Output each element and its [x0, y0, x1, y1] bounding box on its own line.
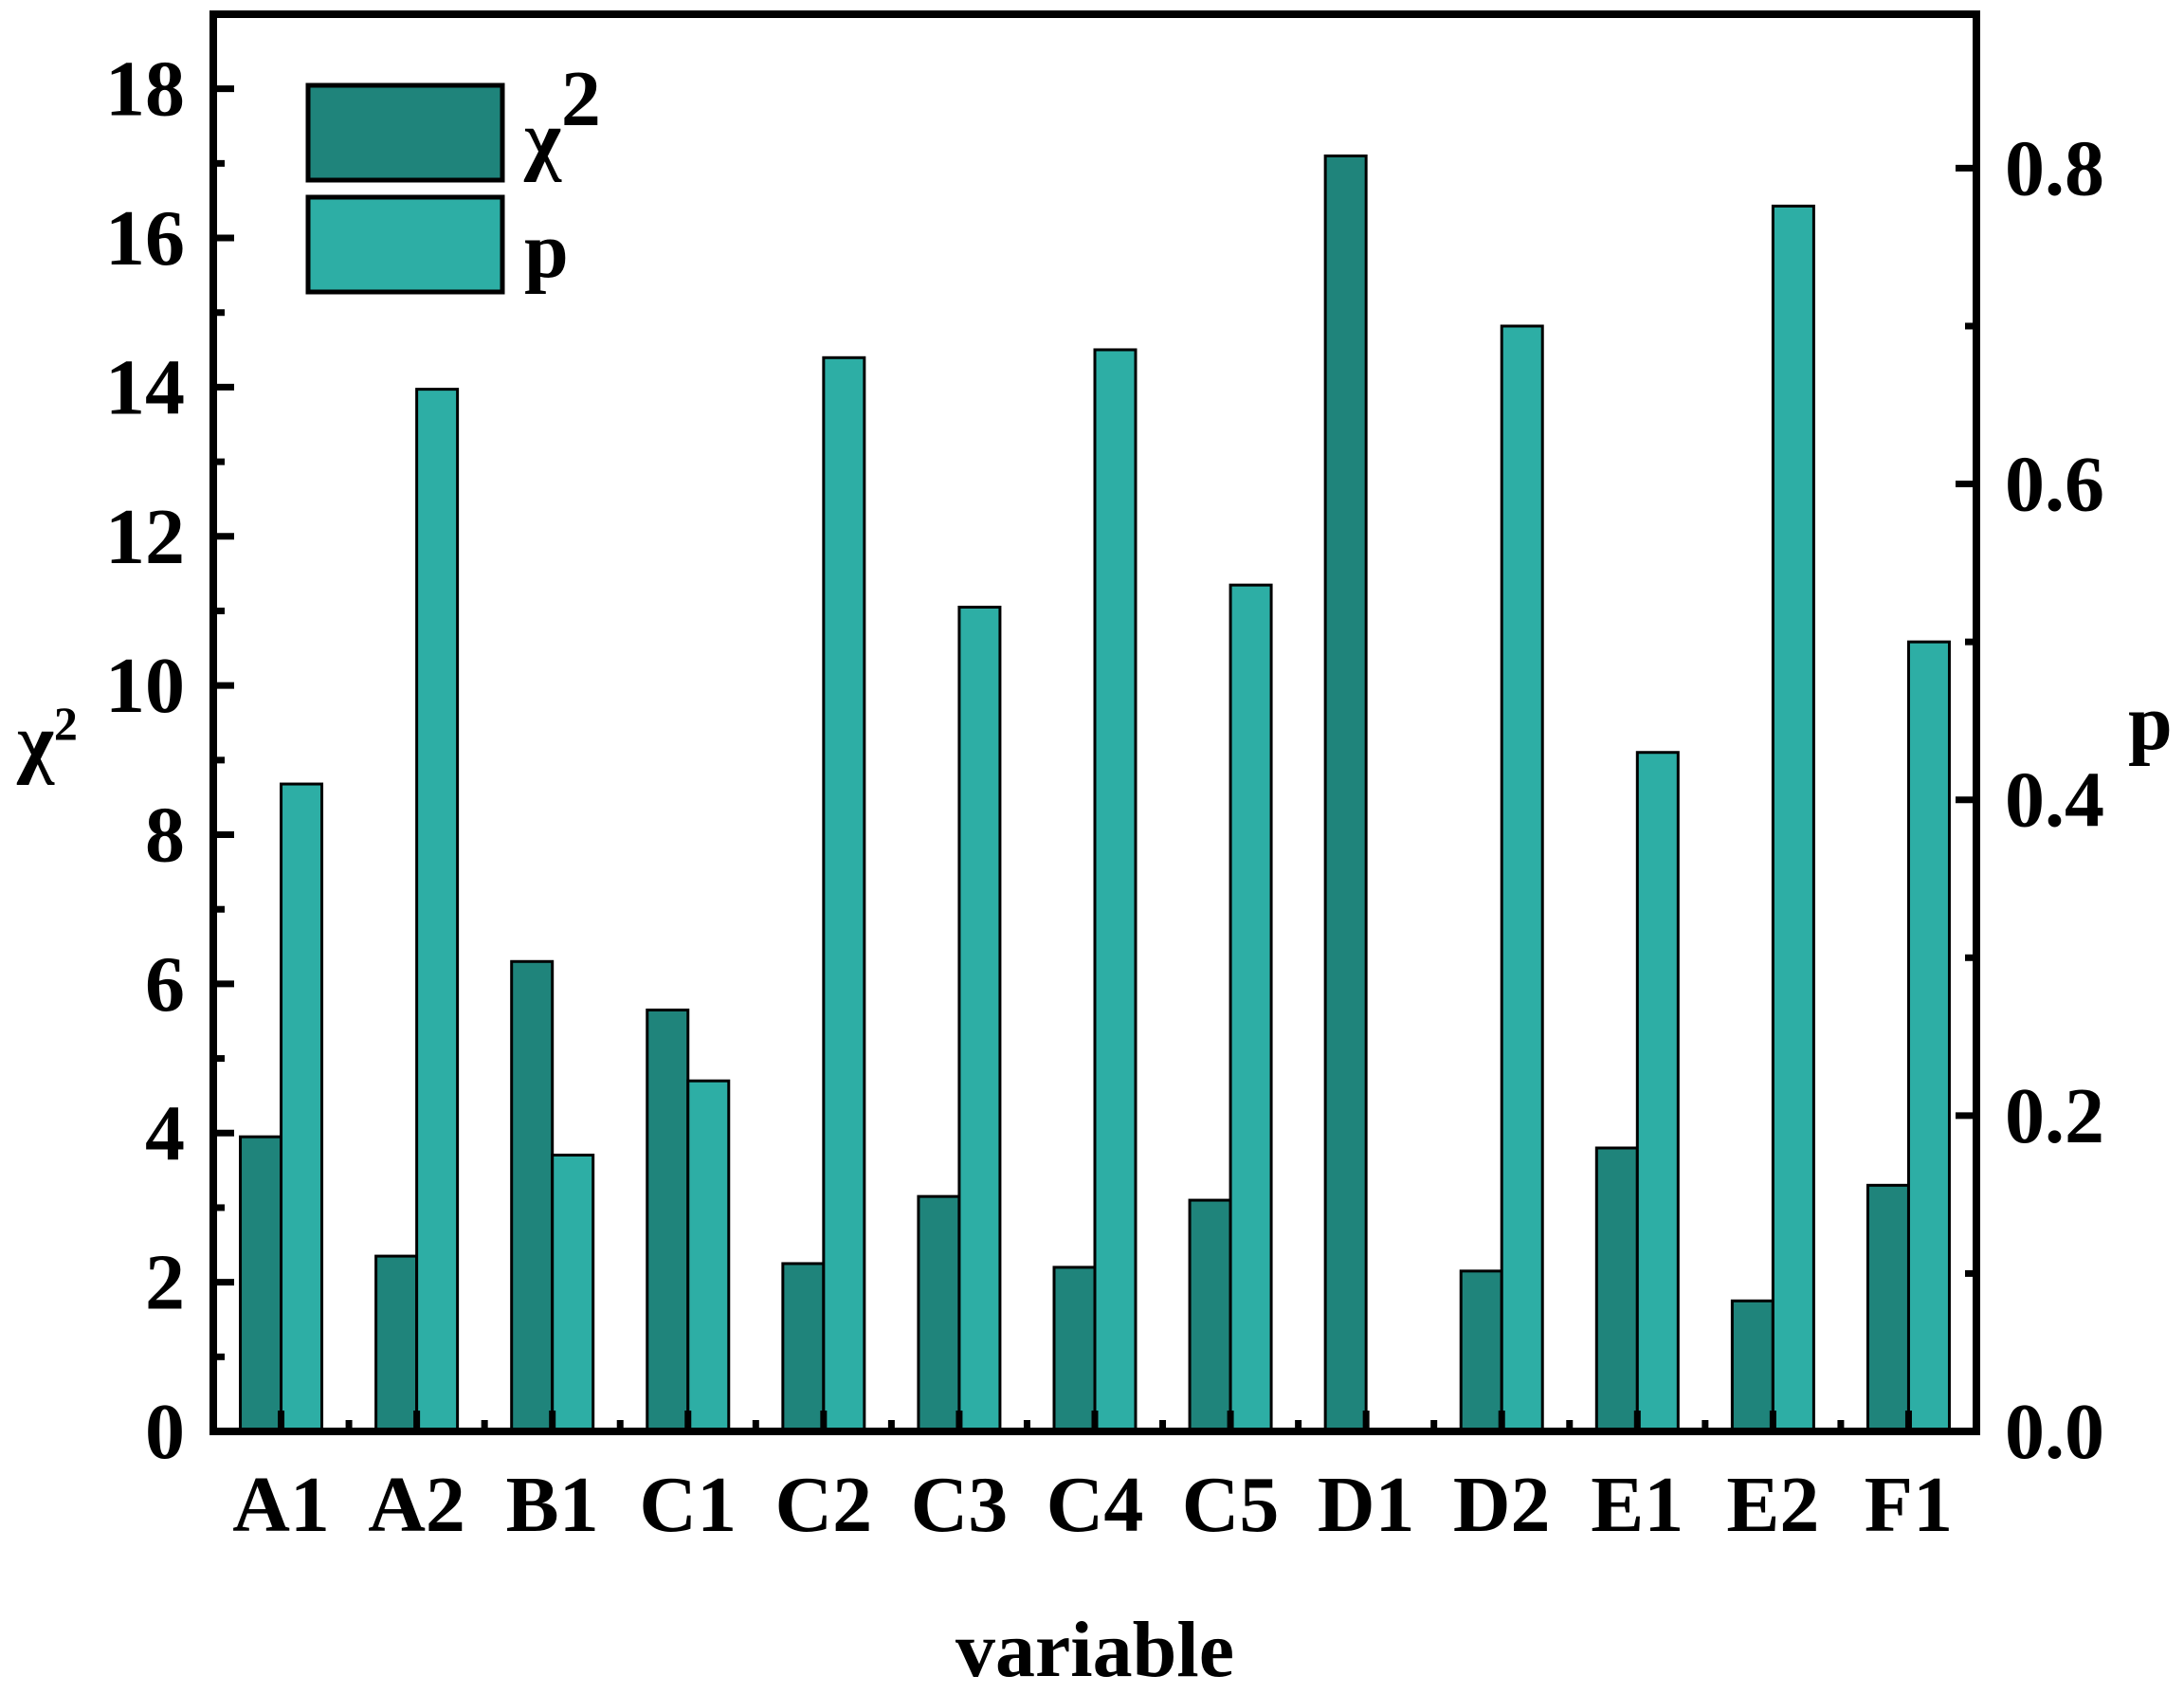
- x-tick-label: A1: [232, 1461, 330, 1549]
- x-tick-label: F1: [1865, 1461, 1953, 1549]
- x-tick-label: E2: [1726, 1461, 1819, 1549]
- bar-p-d2: [1500, 324, 1544, 1433]
- right-tick-label: 0.0: [2005, 1388, 2104, 1476]
- bar-p-a1: [280, 782, 324, 1433]
- left-tick-label: 10: [105, 642, 185, 730]
- left-tick-label: 14: [105, 343, 185, 431]
- left-tick-label: 18: [105, 46, 185, 134]
- x-tick-label: E1: [1591, 1461, 1684, 1549]
- bar-chi2-a1: [239, 1135, 283, 1433]
- bar-chi2-c3: [917, 1194, 961, 1433]
- bar-chi2-c2: [781, 1262, 826, 1433]
- left-tick-label: 4: [145, 1089, 185, 1177]
- bars-layer: [239, 155, 1951, 1433]
- x-tick-label: C3: [911, 1461, 1009, 1549]
- right-tick-label: 0.8: [2005, 124, 2104, 212]
- left-tick-label: 0: [145, 1388, 185, 1476]
- bar-chi2-f1: [1866, 1183, 1910, 1433]
- bar-p-f1: [1906, 640, 1951, 1433]
- bar-p-c4: [1093, 348, 1138, 1433]
- x-tick-label: A2: [368, 1461, 465, 1549]
- bar-p-c3: [957, 605, 1002, 1433]
- left-tick-label: 12: [105, 493, 185, 581]
- left-tick-label: 16: [105, 194, 185, 282]
- bar-chi2-e2: [1730, 1299, 1774, 1433]
- y-axis-right-title: p: [2128, 679, 2173, 767]
- left-tick-label: 2: [145, 1239, 185, 1327]
- bar-chi2-c5: [1188, 1198, 1232, 1433]
- x-tick-label: C5: [1182, 1461, 1280, 1549]
- bar-p-e2: [1771, 204, 1815, 1433]
- legend-swatch-p: [305, 194, 505, 295]
- bar-p-c1: [686, 1079, 731, 1433]
- legend-label-p: p: [524, 207, 569, 295]
- axes-layer: [209, 10, 1980, 1435]
- bar-p-e1: [1635, 751, 1680, 1433]
- bar-chi2-a2: [374, 1254, 419, 1433]
- x-tick-label: B1: [506, 1461, 599, 1549]
- bar-p-a2: [415, 388, 460, 1433]
- bar-chi2-c1: [646, 1008, 690, 1433]
- x-tick-label: C4: [1046, 1461, 1144, 1549]
- x-tick-label: D1: [1318, 1461, 1415, 1549]
- y-axis-left-title: χ2: [16, 697, 78, 786]
- right-tick-label: 0.4: [2005, 756, 2104, 845]
- x-tick-label: C1: [639, 1461, 737, 1549]
- bar-p-b1: [551, 1153, 595, 1433]
- bar-p-c2: [822, 355, 866, 1433]
- bar-chi2-b1: [510, 959, 555, 1433]
- x-tick-label: C2: [775, 1461, 873, 1549]
- legend: χ2 p: [305, 55, 601, 295]
- bar-chi2-d1: [1323, 155, 1368, 1433]
- bar-chi2-d2: [1459, 1269, 1503, 1433]
- x-tick-label: D2: [1453, 1461, 1551, 1549]
- left-tick-label: 6: [145, 940, 185, 1029]
- right-tick-label: 0.6: [2005, 441, 2104, 529]
- bar-p-c5: [1228, 583, 1273, 1433]
- bar-chi2-e1: [1594, 1146, 1639, 1433]
- right-tick-label: 0.2: [2005, 1072, 2104, 1160]
- left-tick-label: 8: [145, 792, 185, 880]
- legend-swatch-chi2: [305, 82, 505, 183]
- bar-chi2-c4: [1052, 1266, 1097, 1433]
- labels-layer: 0 2 4 6 8 10 12 14 16 18 0.0 0.2 0.4 0.6 0.8 A1 A2 B1 C1 C2…: [16, 46, 2173, 1694]
- x-axis-title: variable: [956, 1606, 1234, 1694]
- legend-label-chi2: χ2: [523, 55, 601, 183]
